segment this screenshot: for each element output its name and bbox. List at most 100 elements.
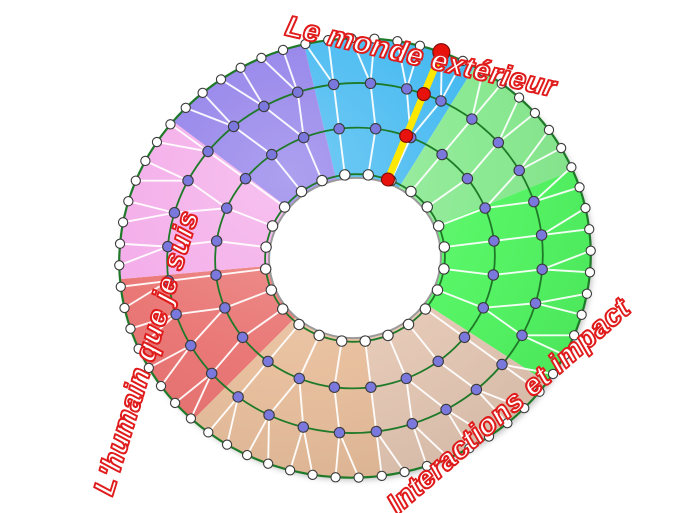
graph-node[interactable]: [119, 302, 130, 314]
graph-node[interactable]: [414, 40, 426, 51]
highlight-node[interactable]: [380, 172, 395, 187]
graph-node[interactable]: [297, 131, 310, 144]
graph-node[interactable]: [457, 55, 469, 67]
graph-node[interactable]: [219, 302, 231, 314]
graph-node[interactable]: [431, 284, 444, 296]
graph-node[interactable]: [470, 383, 483, 396]
graph-node[interactable]: [130, 175, 141, 186]
graph-node[interactable]: [543, 124, 555, 136]
graph-node[interactable]: [502, 418, 513, 429]
graph-node[interactable]: [333, 426, 346, 439]
graph-node[interactable]: [435, 95, 447, 107]
graph-node[interactable]: [477, 302, 490, 314]
graph-node[interactable]: [265, 284, 278, 296]
graph-node[interactable]: [210, 269, 222, 281]
graph-node[interactable]: [461, 172, 474, 185]
graph-node[interactable]: [436, 148, 448, 161]
graph-node[interactable]: [133, 343, 144, 354]
graph-node[interactable]: [295, 185, 308, 198]
graph-node[interactable]: [487, 269, 500, 281]
graph-node[interactable]: [513, 164, 525, 177]
graph-node[interactable]: [328, 381, 341, 393]
graph-node[interactable]: [168, 207, 181, 219]
graph-node[interactable]: [291, 86, 304, 99]
graph-node[interactable]: [556, 142, 567, 154]
graph-node[interactable]: [496, 358, 508, 371]
graph-node[interactable]: [180, 102, 191, 114]
graph-node[interactable]: [547, 368, 559, 380]
graph-node[interactable]: [581, 288, 593, 299]
graph-node[interactable]: [432, 355, 444, 368]
graph-node[interactable]: [466, 113, 478, 125]
graph-node[interactable]: [529, 107, 541, 119]
graph-node[interactable]: [241, 449, 253, 461]
graph-node[interactable]: [421, 460, 433, 472]
graph-node[interactable]: [362, 169, 375, 181]
graph-node[interactable]: [262, 355, 274, 368]
graph-node[interactable]: [143, 362, 154, 374]
highlight-node[interactable]: [416, 86, 431, 102]
graph-node[interactable]: [258, 100, 270, 113]
highlight-nodes-layer[interactable]: [366, 43, 465, 187]
graph-node[interactable]: [432, 220, 445, 232]
highlight-node[interactable]: [432, 43, 451, 62]
graph-node[interactable]: [483, 431, 495, 442]
graph-node[interactable]: [369, 123, 382, 135]
graph-node[interactable]: [263, 409, 275, 421]
graph-node[interactable]: [256, 52, 267, 64]
graph-node[interactable]: [488, 235, 500, 247]
graph-node[interactable]: [402, 318, 415, 331]
graph-node[interactable]: [364, 77, 377, 90]
graph-node[interactable]: [464, 443, 475, 454]
graph-node[interactable]: [400, 83, 413, 95]
graph-node[interactable]: [117, 217, 129, 228]
graph-node[interactable]: [169, 397, 181, 409]
graph-node[interactable]: [574, 182, 585, 193]
graph-node[interactable]: [419, 303, 432, 315]
graph-node[interactable]: [536, 263, 548, 276]
graph-node[interactable]: [151, 136, 163, 148]
graph-node[interactable]: [227, 120, 240, 133]
graph-node[interactable]: [438, 241, 451, 253]
graph-node[interactable]: [323, 35, 334, 46]
graph-node[interactable]: [232, 391, 244, 403]
graph-node[interactable]: [266, 220, 279, 232]
graph-node[interactable]: [516, 329, 528, 342]
graph-node[interactable]: [566, 162, 577, 173]
graph-node[interactable]: [115, 281, 126, 292]
graph-node[interactable]: [529, 297, 542, 309]
graph-node[interactable]: [535, 229, 548, 241]
graph-node[interactable]: [421, 201, 434, 213]
graph-node[interactable]: [123, 196, 134, 207]
graph-node[interactable]: [170, 308, 182, 321]
graph-node[interactable]: [376, 470, 387, 481]
graph-node[interactable]: [220, 202, 233, 214]
graph-node[interactable]: [382, 329, 394, 342]
graph-node[interactable]: [266, 148, 278, 161]
graph-node[interactable]: [519, 402, 530, 414]
graph-node[interactable]: [140, 155, 151, 167]
graph-node[interactable]: [584, 267, 596, 278]
highlight-path-segment[interactable]: [383, 132, 411, 183]
graph-node[interactable]: [399, 466, 410, 478]
graph-node[interactable]: [277, 44, 289, 56]
graph-node[interactable]: [307, 469, 318, 480]
graph-node[interactable]: [585, 245, 596, 256]
graph-node[interactable]: [313, 329, 325, 342]
graph-node[interactable]: [353, 472, 364, 483]
graph-node[interactable]: [346, 33, 357, 44]
graph-node[interactable]: [210, 235, 223, 247]
graph-node[interactable]: [284, 465, 296, 476]
graph-node[interactable]: [443, 452, 454, 464]
graph-node[interactable]: [339, 169, 351, 181]
graph-node[interactable]: [492, 136, 505, 149]
graph-node[interactable]: [584, 224, 595, 235]
graph-node[interactable]: [114, 238, 126, 249]
graph-node[interactable]: [297, 421, 310, 433]
graph-node[interactable]: [576, 309, 587, 320]
graph-node[interactable]: [276, 303, 289, 315]
highlight-path-segment[interactable]: [401, 90, 428, 140]
graph-node[interactable]: [534, 386, 545, 397]
graph-node[interactable]: [300, 38, 311, 50]
graph-node[interactable]: [155, 380, 167, 392]
